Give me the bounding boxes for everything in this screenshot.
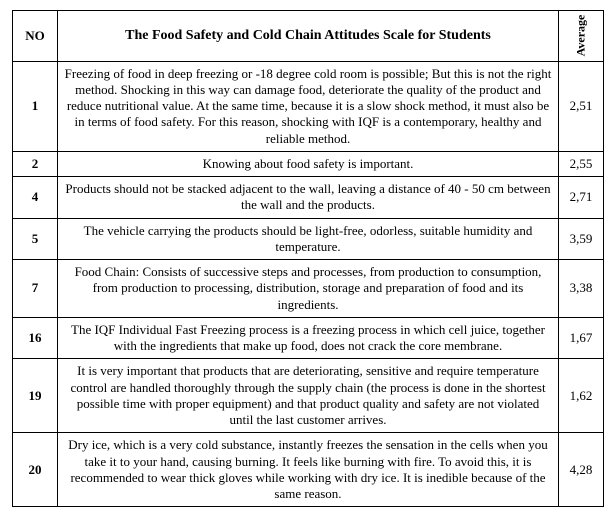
- row-avg: 4,28: [559, 433, 604, 507]
- table-wrap: NO The Food Safety and Cold Chain Attitu…: [0, 0, 616, 507]
- attitudes-table: NO The Food Safety and Cold Chain Attitu…: [12, 10, 604, 507]
- table-row: 19 It is very important that products th…: [13, 359, 604, 433]
- row-no: 19: [13, 359, 58, 433]
- table-row: 4 Products should not be stacked adjacen…: [13, 177, 604, 219]
- table-row: 16 The IQF Individual Fast Freezing proc…: [13, 317, 604, 359]
- row-avg: 2,71: [559, 177, 604, 219]
- row-desc: It is very important that products that …: [58, 359, 559, 433]
- table-row: 1 Freezing of food in deep freezing or -…: [13, 61, 604, 151]
- table-row: 5 The vehicle carrying the products shou…: [13, 218, 604, 260]
- header-title: The Food Safety and Cold Chain Attitudes…: [58, 11, 559, 62]
- row-no: 5: [13, 218, 58, 260]
- row-avg: 3,38: [559, 260, 604, 318]
- row-avg: 2,55: [559, 151, 604, 176]
- row-avg: 1,62: [559, 359, 604, 433]
- row-no: 4: [13, 177, 58, 219]
- header-row: NO The Food Safety and Cold Chain Attitu…: [13, 11, 604, 62]
- row-desc: Dry ice, which is a very cold substance,…: [58, 433, 559, 507]
- row-avg: 1,67: [559, 317, 604, 359]
- table-row: 2 Knowing about food safety is important…: [13, 151, 604, 176]
- row-desc: The vehicle carrying the products should…: [58, 218, 559, 260]
- table-row: 7 Food Chain: Consists of successive ste…: [13, 260, 604, 318]
- row-desc: The IQF Individual Fast Freezing process…: [58, 317, 559, 359]
- row-no: 7: [13, 260, 58, 318]
- row-avg: 3,59: [559, 218, 604, 260]
- table-row: 20 Dry ice, which is a very cold substan…: [13, 433, 604, 507]
- row-desc: Freezing of food in deep freezing or -18…: [58, 61, 559, 151]
- row-no: 16: [13, 317, 58, 359]
- row-no: 20: [13, 433, 58, 507]
- header-no: NO: [13, 11, 58, 62]
- header-average-label: Average: [573, 15, 588, 57]
- header-average: Average: [559, 11, 604, 62]
- row-no: 2: [13, 151, 58, 176]
- row-desc: Products should not be stacked adjacent …: [58, 177, 559, 219]
- row-no: 1: [13, 61, 58, 151]
- row-desc: Knowing about food safety is important.: [58, 151, 559, 176]
- row-desc: Food Chain: Consists of successive steps…: [58, 260, 559, 318]
- row-avg: 2,51: [559, 61, 604, 151]
